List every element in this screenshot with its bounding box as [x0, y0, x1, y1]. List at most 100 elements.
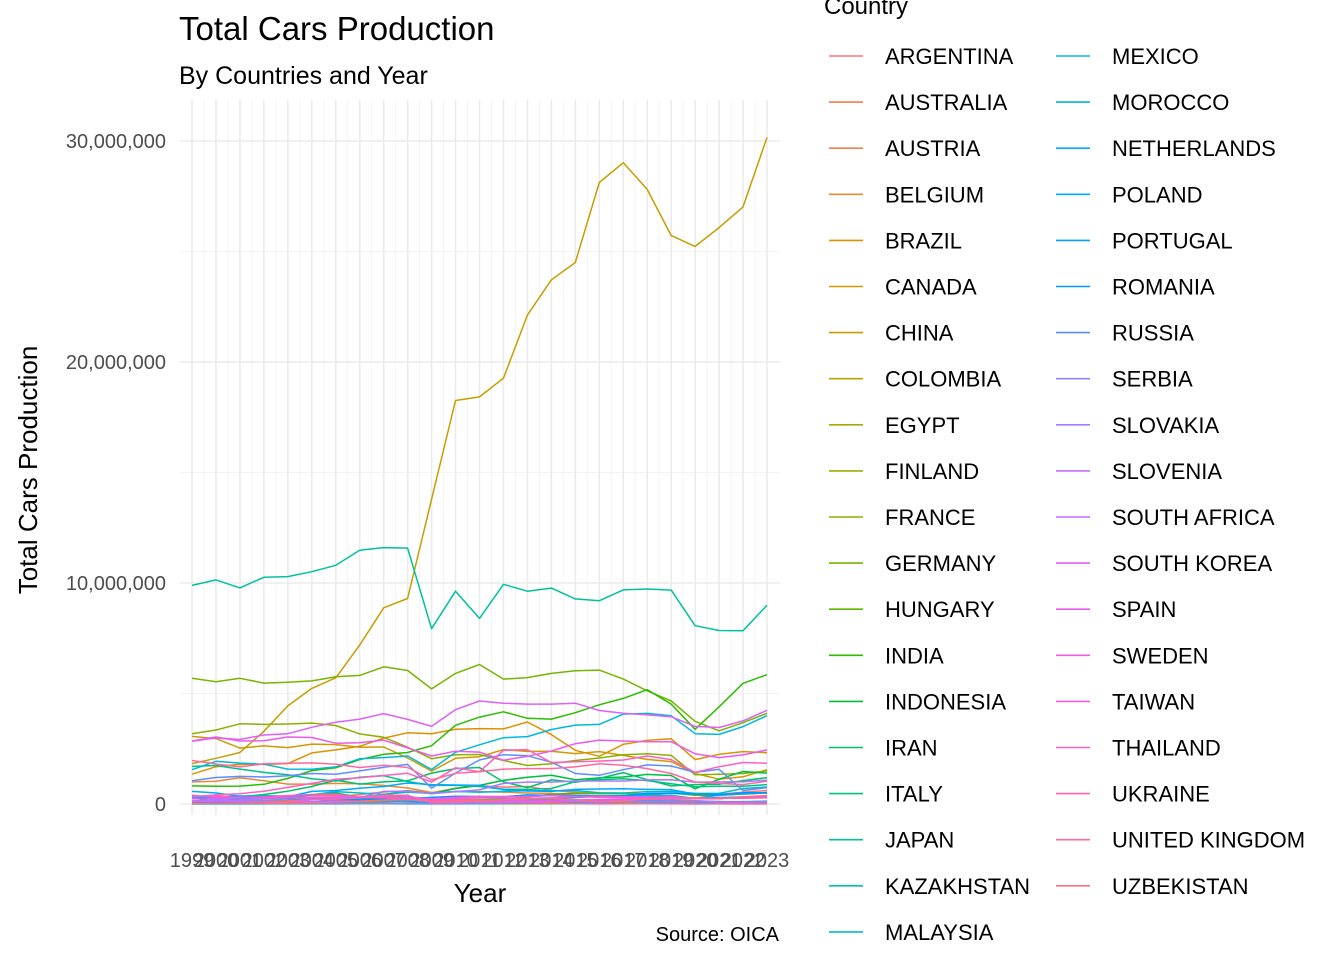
legend-item: SOUTH AFRICA — [1056, 505, 1275, 530]
x-tick-label: 2019 — [649, 850, 694, 872]
legend-label: SWEDEN — [1112, 643, 1209, 668]
x-tick-label: 2006 — [337, 850, 382, 872]
legend-label: EGYPT — [885, 413, 960, 438]
legend-label: INDIA — [885, 643, 944, 668]
legend-item: ITALY — [829, 782, 943, 807]
x-tick-label: 2018 — [625, 850, 670, 872]
legend-label: ROMANIA — [1112, 275, 1215, 300]
x-tick-label: 2002 — [242, 850, 287, 872]
legend-item: FRANCE — [829, 505, 975, 530]
x-tick-label: 2005 — [314, 850, 359, 872]
legend-item: INDONESIA — [829, 689, 1006, 714]
legend-item: IRAN — [829, 736, 938, 761]
x-tick-label: 2003 — [266, 850, 311, 872]
x-tick-label: 2000 — [194, 850, 239, 872]
major-gridlines — [180, 100, 780, 815]
x-tick-label: 2014 — [529, 850, 574, 872]
x-tick-label: 2008 — [385, 850, 430, 872]
legend-label: NETHERLANDS — [1112, 136, 1276, 161]
legend-title: Country — [824, 0, 908, 20]
legend-label: TAIWAN — [1112, 689, 1195, 714]
legend-item: RUSSIA — [1056, 321, 1194, 346]
legend-label: ARGENTINA — [885, 44, 1014, 69]
legend-label: SLOVAKIA — [1112, 413, 1220, 438]
legend-label: UZBEKISTAN — [1112, 874, 1249, 899]
legend-label: INDONESIA — [885, 689, 1006, 714]
y-tick-label: 30,000,000 — [66, 131, 166, 153]
x-tick-label: 2011 — [458, 850, 501, 872]
legend-item: JAPAN — [829, 828, 954, 853]
legend-item: AUSTRIA — [829, 136, 981, 161]
y-tick-label: 0 — [155, 794, 166, 816]
series-line-france — [191, 722, 768, 776]
x-tick-label: 2017 — [601, 850, 646, 872]
legend-label: ITALY — [885, 782, 943, 807]
y-axis-ticks: 0 10,000,000 20,000,000 30,000,000 — [66, 131, 166, 816]
legend-item: SERBIA — [1056, 367, 1193, 392]
legend-item: ROMANIA — [1056, 275, 1215, 300]
legend-label: AUSTRIA — [885, 136, 981, 161]
series-line-canada — [191, 735, 768, 780]
legend-item: SOUTH KOREA — [1056, 551, 1272, 576]
legend-item: UKRAINE — [1056, 782, 1210, 807]
x-tick-label: 2010 — [433, 850, 478, 872]
legend-label: CHINA — [885, 321, 954, 346]
legend-item: INDIA — [829, 643, 944, 668]
series-line-ukraine — [191, 794, 767, 805]
legend-label: KAZAKHSTAN — [885, 874, 1030, 899]
x-tick-label: 1999 — [170, 850, 215, 872]
legend-label: CANADA — [885, 275, 977, 300]
series-line-china — [191, 137, 768, 765]
legend-item: UZBEKISTAN — [1056, 874, 1249, 899]
legend-label: MOROCCO — [1112, 90, 1229, 115]
x-tick-label: 2013 — [505, 850, 550, 872]
legend-item: HUNGARY — [829, 597, 995, 622]
legend-label: SOUTH AFRICA — [1112, 505, 1275, 530]
legend-label: FRANCE — [885, 505, 975, 530]
x-axis-title: Year — [454, 878, 507, 908]
chart-subtitle: By Countries and Year — [179, 62, 428, 90]
legend-item: SLOVENIA — [1056, 459, 1222, 484]
legend-item: CANADA — [829, 275, 977, 300]
legend-item: EGYPT — [829, 413, 960, 438]
legend-label: UKRAINE — [1112, 782, 1210, 807]
legend-item: UNITED KINGDOM — [1056, 828, 1305, 853]
x-tick-label: 2016 — [577, 850, 622, 872]
legend-item: NETHERLANDS — [1056, 136, 1276, 161]
legend-label: PORTUGAL — [1112, 228, 1233, 253]
y-tick-label: 20,000,000 — [66, 352, 166, 374]
legend: ARGENTINA AUSTRALIA AUSTRIA BELGIUM BRAZIL CA… — [829, 44, 1305, 945]
x-tick-label: 2009 — [409, 850, 454, 872]
legend-label: FINLAND — [885, 459, 979, 484]
legend-item: CHINA — [829, 321, 954, 346]
series-line-mexico — [191, 712, 768, 771]
x-tick-label: 2007 — [361, 850, 406, 872]
legend-label: POLAND — [1112, 182, 1202, 207]
legend-item: BELGIUM — [829, 182, 984, 207]
legend-label: UNITED KINGDOM — [1112, 828, 1305, 853]
legend-item: SPAIN — [1056, 597, 1176, 622]
legend-label: IRAN — [885, 736, 938, 761]
y-tick-label: 10,000,000 — [66, 573, 166, 595]
chart-title: Total Cars Production — [179, 10, 494, 47]
series-lines — [191, 137, 768, 805]
series-line-india — [191, 673, 768, 788]
legend-label: AUSTRALIA — [885, 90, 1008, 115]
x-tick-label: 2022 — [721, 850, 766, 872]
legend-label: THAILAND — [1112, 736, 1221, 761]
series-line-united-kingdom — [191, 759, 768, 786]
legend-item: AUSTRALIA — [829, 90, 1008, 115]
legend-item: COLOMBIA — [829, 367, 1001, 392]
y-axis-title: Total Cars Production — [13, 346, 43, 595]
legend-item: TAIWAN — [1056, 689, 1195, 714]
legend-label: COLOMBIA — [885, 367, 1001, 392]
chart-caption: Source: OICA — [656, 924, 780, 946]
legend-item: FINLAND — [829, 459, 979, 484]
series-line-uzbekistan — [191, 794, 768, 805]
legend-item: KAZAKHSTAN — [829, 874, 1030, 899]
legend-item: THAILAND — [1056, 736, 1221, 761]
x-tick-label: 2001 — [218, 850, 263, 872]
legend-label: MALAYSIA — [885, 920, 994, 945]
x-tick-label: 2023 — [745, 850, 790, 872]
